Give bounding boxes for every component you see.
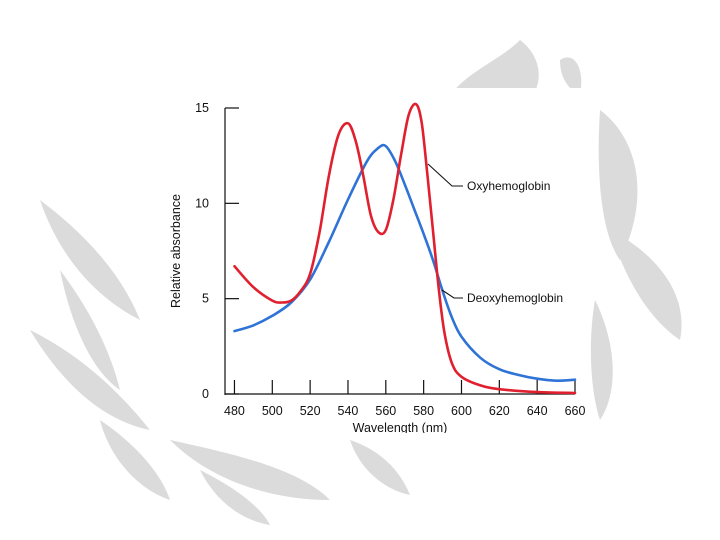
leaf-shape <box>350 440 410 495</box>
leaf-shape <box>450 40 539 100</box>
oxyhemoglobin-leader-line <box>427 163 463 187</box>
absorbance-chart: 0 5 10 15 480 500 520 540 560 580 600 620 640 660 Wave… <box>169 101 585 433</box>
leaf-shape <box>100 420 170 500</box>
x-tick-label: 560 <box>375 404 396 418</box>
deoxyhemoglobin-leader-line <box>441 289 463 299</box>
oxyhemoglobin-label: Oxyhemoglobin <box>467 179 550 193</box>
x-tick-label: 520 <box>300 404 321 418</box>
y-tick-label: 0 <box>202 387 209 401</box>
x-tick-label: 600 <box>451 404 472 418</box>
x-tick-label: 500 <box>262 404 283 418</box>
y-tick-label: 10 <box>195 196 209 210</box>
deoxyhemoglobin-label: Deoxyhemoglobin <box>467 291 563 305</box>
x-axis-title: Wavelength (nm) <box>353 421 448 433</box>
x-tick-label: 540 <box>338 404 359 418</box>
leaf-shape <box>598 110 638 260</box>
x-tick-label: 660 <box>565 404 585 418</box>
leaf-shape <box>30 330 150 430</box>
leaf-shape <box>590 300 613 420</box>
y-tick-label: 15 <box>195 101 209 115</box>
x-tick-label: 640 <box>527 404 548 418</box>
y-axis-title: Relative absorbance <box>169 194 183 308</box>
leaf-shape <box>60 270 120 390</box>
leaf-shape <box>170 440 330 500</box>
leaf-shape <box>560 57 582 95</box>
x-tick-label: 620 <box>489 404 510 418</box>
leaf-shape <box>200 470 270 525</box>
deoxyhemoglobin-curve <box>233 143 577 383</box>
x-tick-label: 480 <box>224 404 245 418</box>
oxyhemoglobin-curve <box>233 102 577 395</box>
y-tick-label: 5 <box>202 292 209 306</box>
chart-panel: 0 5 10 15 480 500 520 540 560 580 600 620 640 660 Wave… <box>160 88 585 433</box>
leaf-shape <box>40 200 140 320</box>
leaf-shape <box>610 230 682 340</box>
x-tick-label: 580 <box>413 404 434 418</box>
